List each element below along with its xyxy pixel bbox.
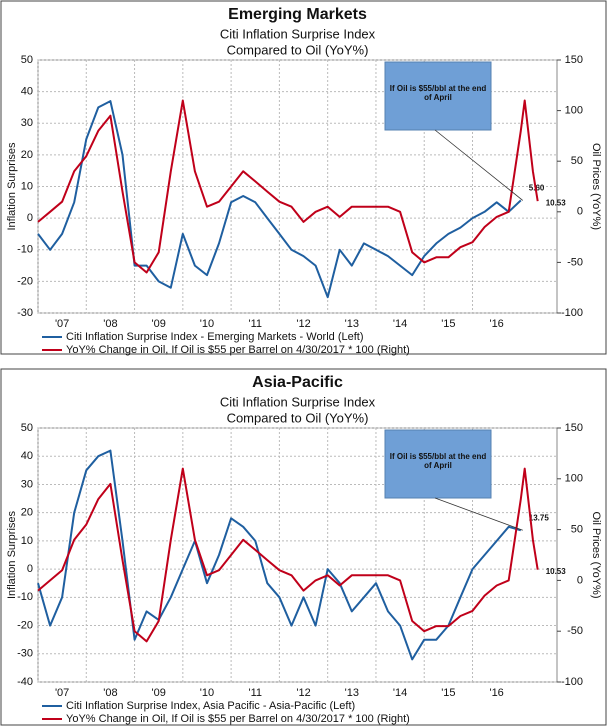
annotation: If Oil is $55/bbl at the end of April: [389, 452, 487, 470]
panel-border: [0, 368, 607, 726]
chart-subtitle: Citi Inflation Surprise Index: [220, 394, 376, 409]
x-tick-label: '13: [345, 687, 359, 699]
y-tick-label: 50: [21, 422, 33, 434]
data-line: [37, 449, 522, 661]
chart-title: Asia-Pacific: [252, 374, 343, 391]
x-tick-label: '16: [489, 318, 503, 330]
x-tick-label: '14: [393, 687, 407, 699]
x-tick-label: '07: [55, 687, 69, 699]
end-label: 5.60: [529, 184, 545, 193]
y-tick-label: 20: [21, 507, 33, 519]
y2-tick-label: 50: [571, 524, 583, 536]
y2-tick-label: 150: [565, 54, 583, 66]
y-tick-label: -20: [17, 619, 33, 631]
x-tick-label: '09: [152, 318, 166, 330]
chart-title: Emerging Markets: [228, 6, 367, 23]
y-tick-label: 10: [21, 535, 33, 547]
annotation: If Oil is $55/bbl at the end of April: [389, 84, 487, 102]
y-tick-label: 0: [27, 212, 33, 224]
y-tick-label: -10: [17, 244, 33, 256]
y2-tick-label: 100: [565, 473, 583, 485]
x-tick-label: '15: [441, 687, 455, 699]
y2-tick-label: 100: [565, 105, 583, 117]
y2-axis-label: Oil Prices (YoY%): [590, 511, 602, 598]
y2-tick-label: -50: [567, 256, 583, 268]
annotation-text: If Oil is $55/bbl at the end of April: [389, 84, 487, 102]
y-tick-label: 40: [21, 86, 33, 98]
y2-axis-label: Oil Prices (YoY%): [590, 143, 602, 230]
annotation-pointer: [434, 129, 524, 201]
y2-tick-label: -50: [567, 625, 583, 637]
x-tick-label: '12: [296, 318, 310, 330]
legend-label: Citi Inflation Surprise Index - Emerging…: [66, 331, 364, 343]
x-tick-label: '16: [489, 687, 503, 699]
x-tick-label: '15: [441, 318, 455, 330]
legend-label: YoY% Change in Oil, If Oil is $55 per Ba…: [66, 713, 410, 725]
x-tick-label: '13: [345, 318, 359, 330]
y2-tick-label: -100: [561, 307, 583, 319]
end-label: 13.75: [529, 513, 550, 522]
y-tick-label: 40: [21, 450, 33, 462]
data-line: [37, 467, 539, 643]
legend-label: Citi Inflation Surprise Index, Asia Paci…: [66, 700, 355, 712]
annotation-pointer: [434, 497, 523, 531]
y2-tick-label: -100: [561, 676, 583, 688]
data-line: [37, 100, 522, 299]
y-axis-label: Inflation Surprises: [6, 142, 18, 231]
x-tick-label: '09: [152, 687, 166, 699]
x-tick-label: '08: [103, 318, 117, 330]
x-tick-label: '12: [296, 687, 310, 699]
y-tick-label: -40: [17, 676, 33, 688]
panel-border: [0, 0, 607, 355]
data-line: [37, 99, 539, 274]
annotation-box: [384, 429, 492, 499]
y-tick-label: -30: [17, 307, 33, 319]
chart-subtitle: Compared to Oil (YoY%): [227, 410, 369, 425]
annotation-text: If Oil is $55/bbl at the end of April: [389, 452, 487, 470]
x-tick-label: '14: [393, 318, 407, 330]
legend-label: YoY% Change in Oil, If Oil is $55 per Ba…: [66, 344, 410, 356]
x-tick-label: '10: [200, 318, 214, 330]
end-label: 10.53: [546, 567, 567, 576]
y2-tick-label: 0: [577, 206, 583, 218]
y-tick-label: 50: [21, 54, 33, 66]
chart-subtitle: Citi Inflation Surprise Index: [220, 26, 376, 41]
x-tick-label: '11: [248, 687, 262, 699]
x-tick-label: '07: [55, 318, 69, 330]
y-tick-label: 20: [21, 149, 33, 161]
end-label: 10.53: [546, 198, 567, 207]
y-tick-label: 30: [21, 478, 33, 490]
y2-tick-label: 0: [577, 574, 583, 586]
y2-tick-label: 150: [565, 422, 583, 434]
y-tick-label: 10: [21, 180, 33, 192]
y-tick-label: -20: [17, 275, 33, 287]
y2-tick-label: 50: [571, 155, 583, 167]
y-tick-label: 30: [21, 117, 33, 129]
y-tick-label: -10: [17, 591, 33, 603]
annotation-box: [384, 61, 492, 131]
y-axis-label: Inflation Surprises: [6, 510, 18, 599]
chart-subtitle: Compared to Oil (YoY%): [227, 42, 369, 57]
x-tick-label: '10: [200, 687, 214, 699]
y-tick-label: -30: [17, 648, 33, 660]
x-tick-label: '11: [248, 318, 262, 330]
x-tick-label: '08: [103, 687, 117, 699]
y-tick-label: 0: [27, 563, 33, 575]
